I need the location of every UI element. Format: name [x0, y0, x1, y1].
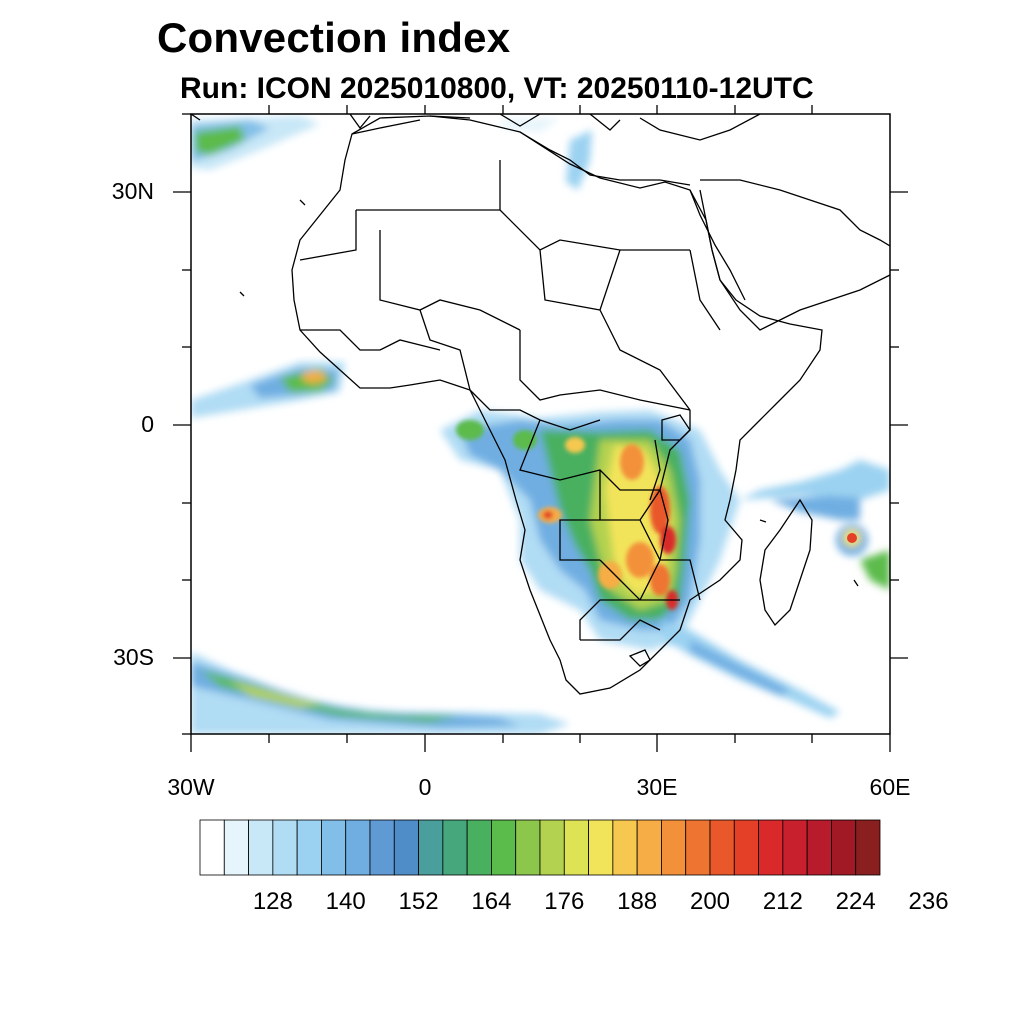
- colorbar-swatch: [272, 819, 298, 876]
- colorbar-swatch: [393, 819, 419, 876]
- lon-label-0: 0: [418, 774, 432, 800]
- colorbar-swatch: [806, 819, 832, 876]
- colorbar-swatch: [636, 819, 662, 876]
- colorbar-swatch: [563, 819, 589, 876]
- colorbar-label: 176: [544, 888, 585, 915]
- colorbar-swatch: [831, 819, 857, 876]
- colorbar-swatch: [855, 819, 881, 876]
- colorbar-swatch: [466, 819, 492, 876]
- colorbar-swatch: [248, 819, 274, 876]
- map-title: Convection index: [157, 14, 511, 61]
- colorbar: [199, 819, 881, 876]
- colorbar-swatch: [491, 819, 517, 876]
- axis-ticks: [173, 105, 908, 752]
- coastlines-borders: [191, 114, 890, 695]
- colorbar-swatch: [418, 819, 444, 876]
- colorbar-label: 128: [252, 888, 293, 915]
- colorbar-swatch: [588, 819, 614, 876]
- colorbar-swatch: [539, 819, 565, 876]
- lon-label-30w: 30W: [167, 774, 215, 800]
- colorbar-swatch: [442, 819, 468, 876]
- colorbar-swatch: [709, 819, 735, 876]
- colorbar-label: 152: [398, 888, 439, 915]
- colorbar-swatch: [685, 819, 711, 876]
- lon-label-30e: 30E: [636, 774, 678, 800]
- colorbar-swatch: [199, 819, 225, 876]
- colorbar-swatch: [661, 819, 687, 876]
- colorbar-label: 224: [835, 888, 876, 915]
- colorbar-swatch: [612, 819, 638, 876]
- lon-label-60e: 60E: [869, 774, 911, 800]
- colorbar-label: 188: [617, 888, 658, 915]
- colorbar-swatch: [782, 819, 808, 876]
- colorbar-swatch: [345, 819, 371, 876]
- map-frame: [190, 113, 891, 735]
- lat-label-30n: 30N: [111, 178, 154, 204]
- colorbar-swatch: [515, 819, 541, 876]
- colorbar-swatch: [758, 819, 784, 876]
- colorbar-label: 140: [325, 888, 366, 915]
- colorbar-swatch: [733, 819, 759, 876]
- colorbar-label: 164: [471, 888, 512, 915]
- colorbar-label: 236: [908, 888, 949, 915]
- colorbar-label: 212: [762, 888, 803, 915]
- colorbar-swatch: [321, 819, 347, 876]
- colorbar-swatch: [369, 819, 395, 876]
- lat-label-0: 0: [141, 411, 154, 437]
- colorbar-label: 200: [689, 888, 731, 915]
- colorbar-swatch: [223, 819, 249, 876]
- colorbar-swatch: [296, 819, 322, 876]
- convection-field: [191, 116, 890, 734]
- map-subtitle: Run: ICON 2025010800, VT: 20250110-12UTC: [180, 72, 814, 105]
- lat-label-30s: 30S: [113, 644, 154, 670]
